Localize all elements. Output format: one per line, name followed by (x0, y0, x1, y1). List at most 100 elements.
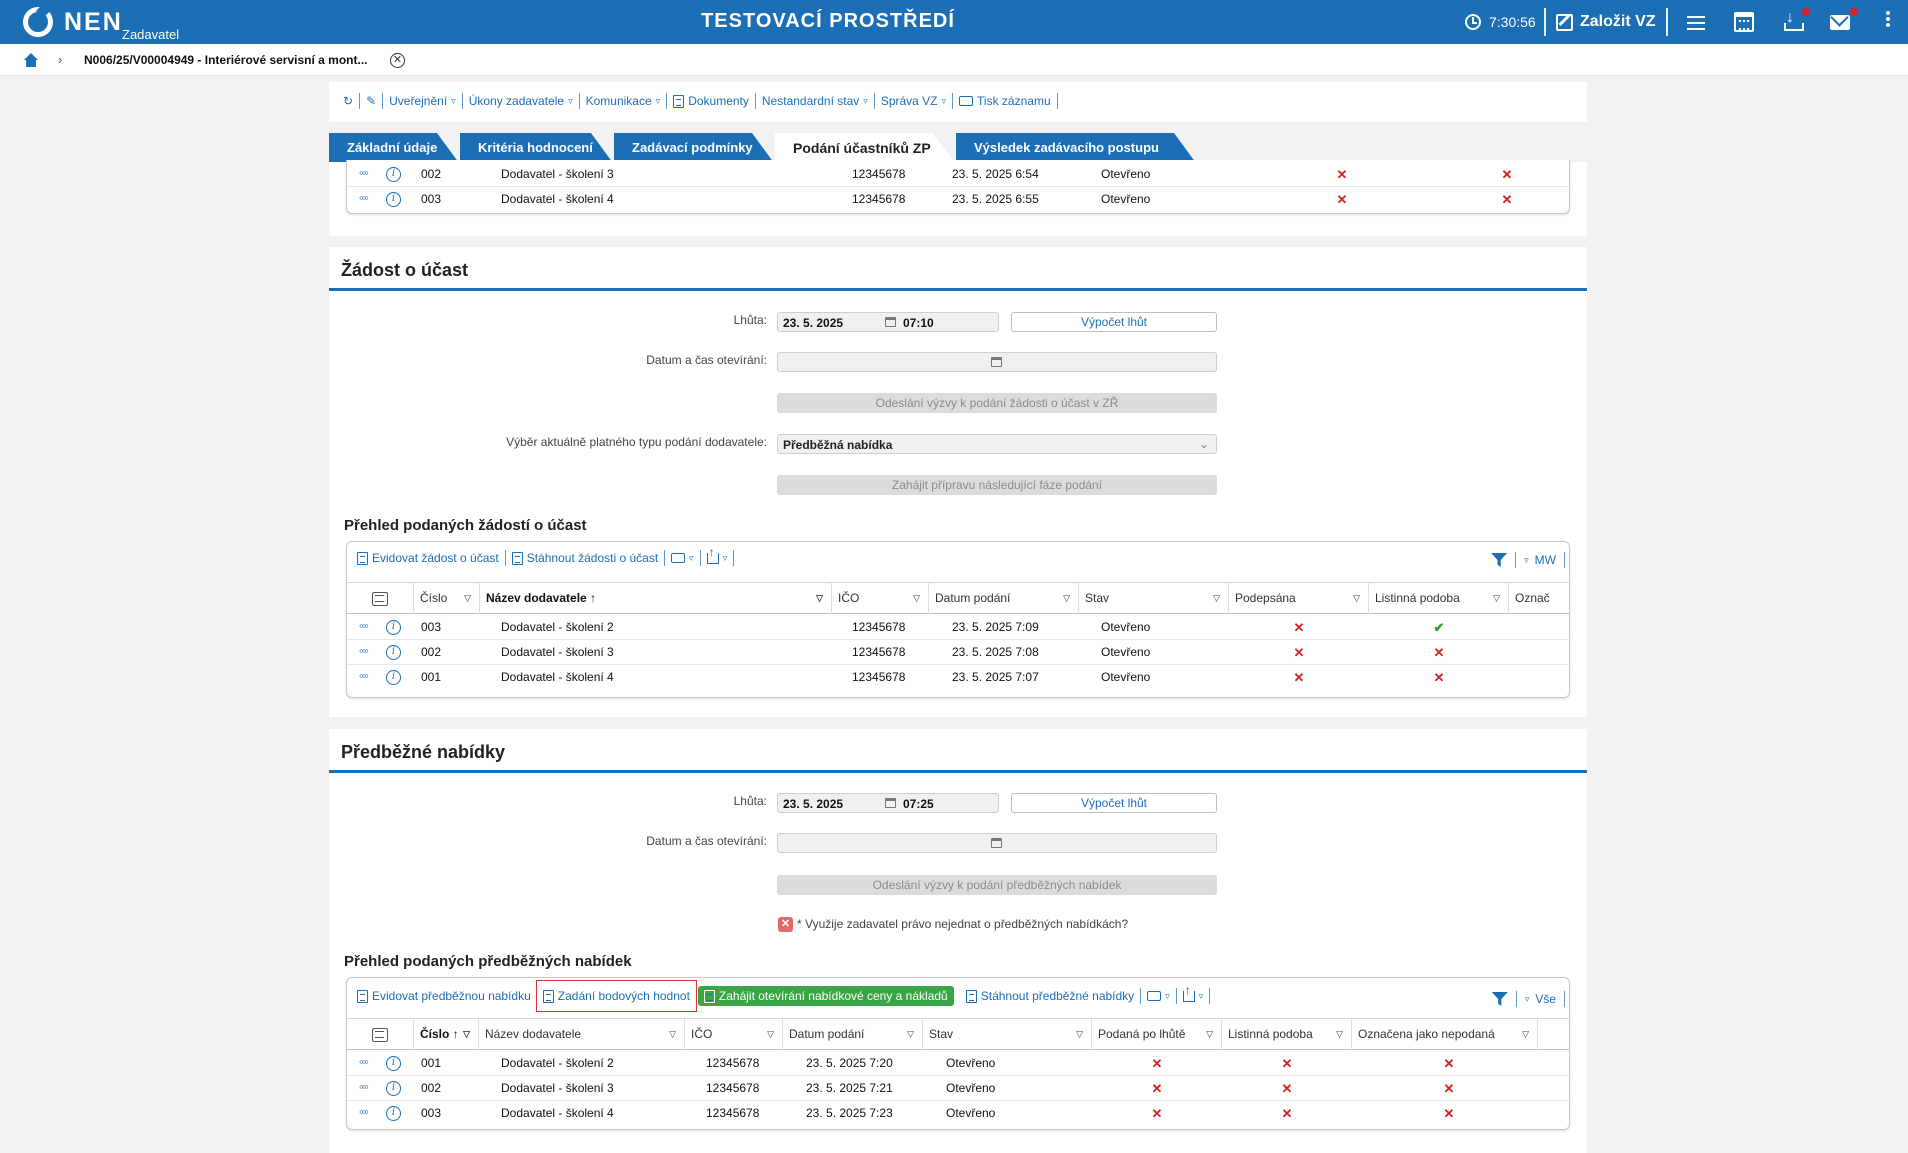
info-icon[interactable]: i (386, 670, 401, 685)
table-row[interactable]: ◦◦◦ i 002 Dodavatel - školení 3 12345678… (347, 640, 1569, 665)
home-icon[interactable] (22, 53, 40, 69)
more-icon[interactable]: ◦◦◦ (359, 190, 369, 205)
negotiation-checkbox[interactable]: ✕ (778, 917, 793, 932)
create-vz-button[interactable]: Založit VZ (1556, 10, 1656, 34)
info-icon[interactable]: i (386, 1056, 401, 1071)
table-row[interactable]: ◦◦◦ i 003 Dodavatel - školení 2 12345678… (347, 615, 1569, 640)
column-header-cislo[interactable]: Číslo ▽ (414, 583, 480, 614)
view-selector[interactable]: MW (1534, 553, 1556, 567)
table-row[interactable]: ◦◦◦ i 001 Dodavatel - školení 2 12345678… (347, 1051, 1569, 1076)
mail-icon[interactable] (1830, 15, 1850, 30)
more-icon[interactable]: ◦◦◦ (359, 1054, 369, 1069)
download-requests-button[interactable]: Stáhnout žádosti o účast (508, 551, 662, 565)
calendar-icon (885, 798, 896, 808)
filter-icon[interactable] (1491, 553, 1508, 567)
more-icon[interactable] (1878, 9, 1898, 29)
deadline-field[interactable]: 23. 5. 2025 07:25 (777, 793, 999, 813)
divider (1544, 8, 1546, 36)
info-icon[interactable]: i (386, 1081, 401, 1096)
point-values-button[interactable]: Zadání bodových hodnot (535, 980, 697, 1012)
column-header-podana-po-lhute[interactable]: Podaná po lhůtě ▽ (1092, 1019, 1222, 1050)
download-offers-button[interactable]: Stáhnout předběžné nabídky (962, 989, 1138, 1003)
open-datetime-field[interactable] (777, 833, 1217, 853)
filter-icon[interactable] (1491, 992, 1508, 1006)
menu-uverejneni[interactable]: Uveřejnění ▿ (389, 94, 456, 108)
info-icon[interactable]: i (386, 645, 401, 660)
logo-text[interactable]: NEN (64, 8, 123, 36)
more-icon[interactable]: ◦◦◦ (359, 1079, 369, 1094)
export-menu[interactable]: ▿ (703, 545, 732, 564)
menu-nestandardni-stav[interactable]: Nestandardní stav ▿ (761, 94, 868, 108)
calc-deadline-button[interactable]: Výpočet lhůt (1011, 793, 1217, 813)
close-icon[interactable]: ✕ (390, 53, 405, 68)
tab-podani-ucastniku[interactable]: Podání účastníků ZP (775, 133, 955, 163)
deadline-label: Lhůta: (733, 794, 767, 808)
column-header-listinna[interactable]: Listinná podoba ▽ (1222, 1019, 1352, 1050)
tab-zadavaci-podminky[interactable]: Zadávací podmínky (614, 133, 774, 163)
export-menu[interactable]: ▿ (1179, 983, 1208, 1002)
column-header-podepsana[interactable]: Podepsána ▽ (1229, 583, 1369, 614)
calendar-icon[interactable] (1734, 12, 1754, 32)
menu-sprava-vz[interactable]: Správa VZ ▿ (880, 94, 947, 108)
more-icon[interactable]: ◦◦◦ (359, 165, 369, 180)
grid-header: Číslo ↑ ▽ Název dodavatele ▽ IČO ▽ Datum po… (347, 1018, 1569, 1050)
submission-type-select[interactable]: Předběžná nabídka ⌄ (777, 434, 1217, 454)
send-invitation-button[interactable]: Odeslání výzvy k podání předběžných nabí… (777, 875, 1217, 895)
table-row[interactable]: ◦◦◦ i 003 Dodavatel - školení 4 12345678… (347, 187, 1569, 212)
tab-kriteria-hodnoceni[interactable]: Kritéria hodnocení (460, 133, 613, 163)
breadcrumb: › N006/25/V00004949 - Interiérové servis… (0, 44, 1908, 76)
refresh-icon[interactable]: ↻ (343, 94, 354, 108)
table-row[interactable]: ◦◦◦ i 002 Dodavatel - školení 3 12345678… (347, 1076, 1569, 1101)
column-header-ico[interactable]: IČO ▽ (685, 1019, 783, 1050)
chevron-down-icon[interactable]: ▿ (1524, 993, 1530, 1004)
info-icon[interactable]: i (386, 167, 401, 182)
info-icon[interactable]: i (386, 1106, 401, 1121)
table-row[interactable]: ◦◦◦ i 001 Dodavatel - školení 4 12345678… (347, 665, 1569, 690)
next-phase-button[interactable]: Zahájit přípravu následující fáze podání (777, 475, 1217, 495)
menu-tisk-zaznamu[interactable]: Tisk záznamu (953, 94, 1057, 108)
status-x-icon: ✕ (1281, 1106, 1293, 1121)
menu-icon[interactable] (1686, 12, 1706, 32)
chevron-down-icon[interactable]: ▿ (1524, 554, 1529, 565)
breadcrumb-title[interactable]: N006/25/V00004949 - Interiérové servisní… (84, 53, 368, 67)
send-invitation-button[interactable]: Odeslání výzvy k podání žádosti o účast … (777, 393, 1217, 413)
column-header-stav[interactable]: Stav ▽ (923, 1019, 1092, 1050)
table-row[interactable]: ◦◦◦ i 002 Dodavatel - školení 3 12345678… (347, 162, 1569, 187)
more-icon[interactable]: ◦◦◦ (359, 618, 369, 633)
column-header-nazev[interactable]: Název dodavatele ▽ (479, 1019, 685, 1050)
column-header-oznacena[interactable]: Označ (1515, 591, 1550, 605)
info-icon[interactable]: i (386, 620, 401, 635)
calc-deadline-button[interactable]: Výpočet lhůt (1011, 312, 1217, 332)
download-icon[interactable] (1782, 9, 1804, 32)
column-header-stav[interactable]: Stav ▽ (1079, 583, 1229, 614)
column-header-datum[interactable]: Datum podání ▽ (783, 1019, 923, 1050)
nen-logo-icon[interactable] (23, 7, 53, 37)
deadline-field[interactable]: 23. 5. 2025 07:10 (777, 312, 999, 332)
column-header-oznacena[interactable]: Označena jako nepodaná ▽ (1352, 1019, 1538, 1050)
menu-komunikace[interactable]: Komunikace ▿ (585, 94, 661, 108)
column-header-cislo[interactable]: Číslo ↑ ▽ (414, 1019, 479, 1050)
menu-dokumenty[interactable]: Dokumenty (667, 94, 755, 108)
open-datetime-field[interactable] (777, 352, 1217, 372)
open-prices-button[interactable]: Zahájit otevírání nabídkové ceny a nákla… (697, 986, 954, 1006)
table-row[interactable]: ◦◦◦ i 003 Dodavatel - školení 4 12345678… (347, 1101, 1569, 1126)
tab-vysledek[interactable]: Výsledek zadávacího postupu (956, 133, 1196, 163)
info-icon[interactable]: i (386, 192, 401, 207)
more-icon[interactable]: ◦◦◦ (359, 643, 369, 658)
edit-icon[interactable]: ✎ (366, 94, 377, 108)
menu-ukony-zadavatele[interactable]: Úkony zadavatele ▿ (468, 94, 573, 108)
column-header-nazev[interactable]: Název dodavatele ↑ ▽ (480, 583, 832, 614)
register-offer-button[interactable]: Evidovat předběžnou nabídku (353, 989, 535, 1003)
more-icon[interactable]: ◦◦◦ (359, 668, 369, 683)
column-header-datum[interactable]: Datum podání ▽ (929, 583, 1079, 614)
column-settings[interactable] (347, 583, 414, 614)
column-settings[interactable] (347, 1019, 414, 1050)
register-request-button[interactable]: Evidovat žádost o účast (353, 551, 503, 565)
more-icon[interactable]: ◦◦◦ (359, 1104, 369, 1119)
view-selector[interactable]: Vše (1535, 992, 1556, 1006)
print-menu[interactable]: ▿ (1143, 991, 1174, 1002)
tab-zakladni-udaje[interactable]: Základní údaje (329, 133, 459, 163)
print-menu[interactable]: ▿ (667, 553, 698, 564)
column-header-ico[interactable]: IČO ▽ (832, 583, 929, 614)
column-header-listinna[interactable]: Listinná podoba ▽ (1369, 583, 1509, 614)
